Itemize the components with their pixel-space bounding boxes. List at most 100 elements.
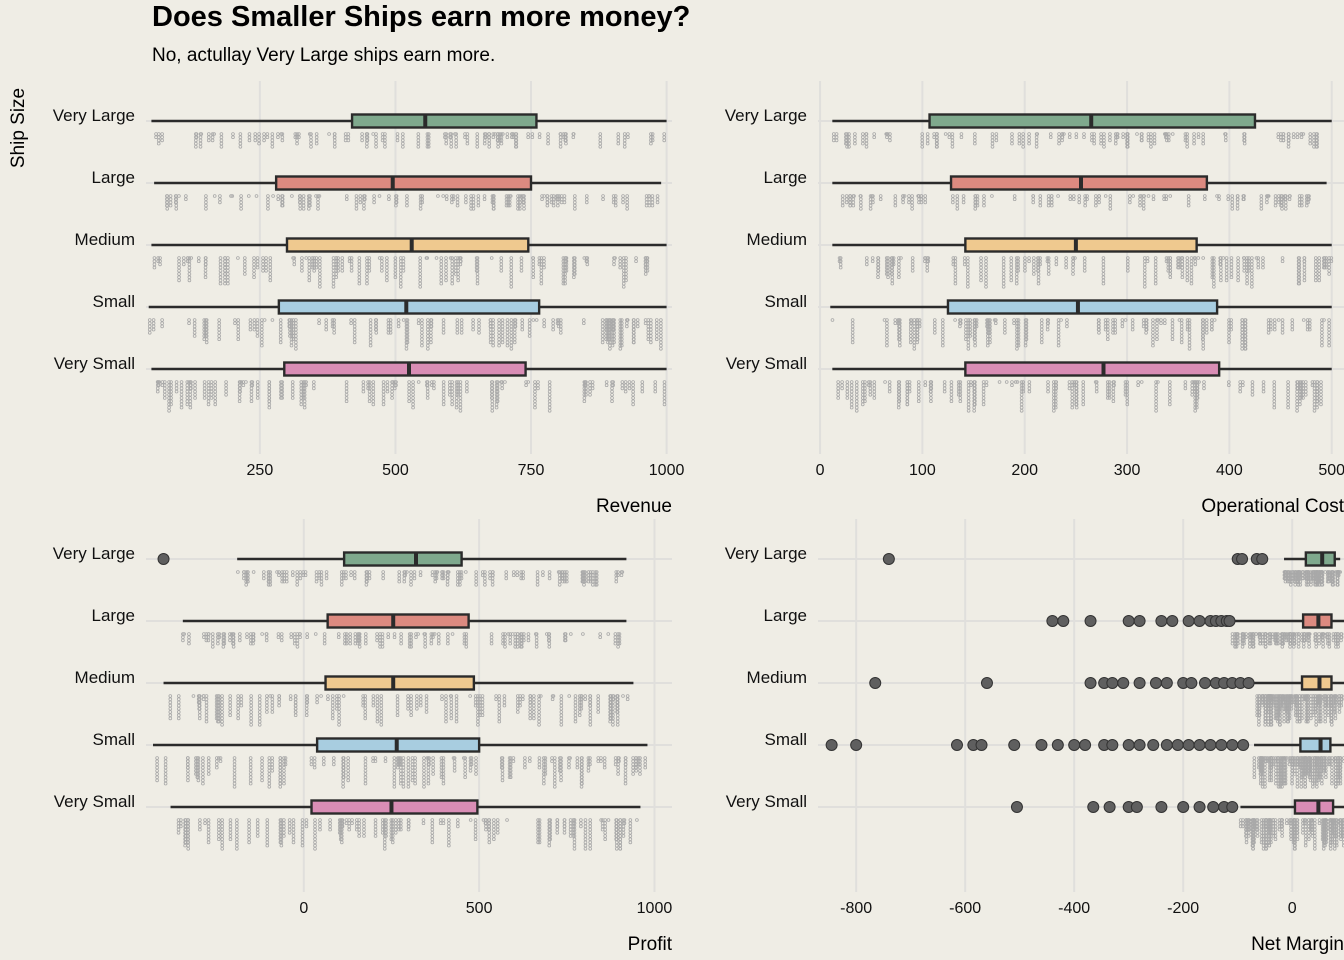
data-dot xyxy=(1105,396,1110,400)
data-dot xyxy=(1096,324,1101,329)
data-dot xyxy=(458,408,463,413)
data-dot xyxy=(1304,203,1309,208)
data-dot xyxy=(868,389,873,394)
data-dot xyxy=(1113,324,1118,329)
data-dot xyxy=(1064,265,1068,270)
data-dot xyxy=(454,392,459,397)
data-dot xyxy=(1254,256,1259,260)
data-dot xyxy=(618,262,623,267)
data-dot xyxy=(1227,324,1231,329)
data-dot xyxy=(966,281,970,286)
data-dot xyxy=(861,138,865,143)
data-dot xyxy=(1179,256,1184,260)
data-dot xyxy=(487,145,492,149)
data-dot xyxy=(1242,268,1247,273)
data-dot xyxy=(404,343,409,348)
data-dot xyxy=(1266,324,1271,329)
data-dot xyxy=(349,262,354,267)
data-dot xyxy=(905,392,910,397)
data-dot xyxy=(447,380,452,384)
data-dot xyxy=(380,268,384,273)
x-tick-label: 200 xyxy=(1011,462,1038,479)
data-dot xyxy=(1302,265,1307,270)
data-dot xyxy=(1094,380,1099,384)
data-dot xyxy=(415,697,419,701)
data-dot xyxy=(1317,272,1322,276)
data-dot xyxy=(188,396,193,400)
data-dot xyxy=(966,256,970,260)
data-dot xyxy=(192,318,197,322)
data-dot xyxy=(179,383,184,388)
data-dot xyxy=(441,324,446,329)
data-dot xyxy=(537,710,541,714)
data-dot xyxy=(617,635,622,639)
data-dot xyxy=(885,318,889,322)
data-dot xyxy=(923,256,927,260)
data-dot xyxy=(500,318,505,322)
data-dot xyxy=(1101,275,1106,280)
data-dot xyxy=(1187,324,1192,329)
data-dot xyxy=(500,334,505,338)
data-dot xyxy=(1155,327,1159,332)
data-dot xyxy=(990,132,995,136)
data-dot xyxy=(257,713,262,717)
data-dot xyxy=(412,576,417,581)
x-axis-label: Revenue xyxy=(596,496,672,517)
data-dot xyxy=(533,392,537,397)
data-dot xyxy=(513,632,518,636)
data-dot xyxy=(537,706,541,711)
data-dot xyxy=(659,321,663,326)
data-dot xyxy=(152,259,157,264)
data-dot xyxy=(216,638,220,643)
data-dot xyxy=(654,334,659,338)
data-dot xyxy=(383,138,387,143)
data-dot xyxy=(1280,256,1285,260)
data-dot xyxy=(453,132,457,136)
data-dot xyxy=(1062,132,1066,136)
data-dot xyxy=(268,579,273,584)
data-dot xyxy=(1201,334,1206,338)
data-dot xyxy=(1210,262,1215,267)
data-dot xyxy=(1056,324,1061,329)
data-dot xyxy=(1300,203,1304,208)
data-dot xyxy=(519,632,523,636)
data-dot xyxy=(317,576,322,581)
data-dot xyxy=(477,327,481,332)
data-dot xyxy=(1224,262,1229,267)
data-dot xyxy=(344,386,349,391)
data-dot xyxy=(612,334,616,338)
data-dot xyxy=(176,710,181,714)
data-dot xyxy=(474,579,478,584)
data-dot xyxy=(622,138,627,143)
data-dot xyxy=(291,256,295,260)
data-dot xyxy=(1001,256,1006,260)
data-dot xyxy=(1170,321,1175,326)
data-dot xyxy=(1315,380,1320,384)
data-dot xyxy=(426,145,431,149)
data-dot xyxy=(1070,396,1075,400)
data-dot xyxy=(534,641,539,646)
data-dot xyxy=(611,706,615,711)
data-dot xyxy=(1036,275,1041,280)
data-dot xyxy=(890,281,895,286)
data-dot xyxy=(534,644,539,649)
data-dot xyxy=(352,324,357,329)
data-dot xyxy=(981,399,986,404)
data-dot xyxy=(214,713,219,717)
data-dot xyxy=(344,641,349,646)
data-dot xyxy=(546,141,550,146)
data-dot xyxy=(203,256,208,260)
data-dot xyxy=(966,386,971,391)
data-dot xyxy=(845,138,849,143)
data-dot xyxy=(418,203,423,208)
data-dot xyxy=(147,318,152,322)
data-dot xyxy=(526,635,531,639)
data-dot xyxy=(1094,203,1098,208)
data-dot xyxy=(318,268,322,273)
data-dot xyxy=(870,194,874,198)
data-dot xyxy=(394,383,398,388)
data-dot xyxy=(537,713,541,717)
data-dot xyxy=(532,697,536,701)
data-dot xyxy=(539,278,544,283)
data-dot xyxy=(611,710,615,714)
